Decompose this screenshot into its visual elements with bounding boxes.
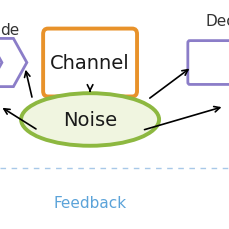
Text: Feedback: Feedback — [53, 195, 126, 210]
Text: de: de — [0, 23, 19, 38]
Ellipse shape — [21, 94, 158, 146]
Text: Channel: Channel — [50, 54, 129, 73]
Polygon shape — [0, 39, 27, 87]
FancyBboxPatch shape — [187, 41, 229, 85]
Text: Noise: Noise — [63, 111, 117, 129]
Text: Dec: Dec — [204, 14, 229, 29]
FancyBboxPatch shape — [43, 30, 136, 97]
